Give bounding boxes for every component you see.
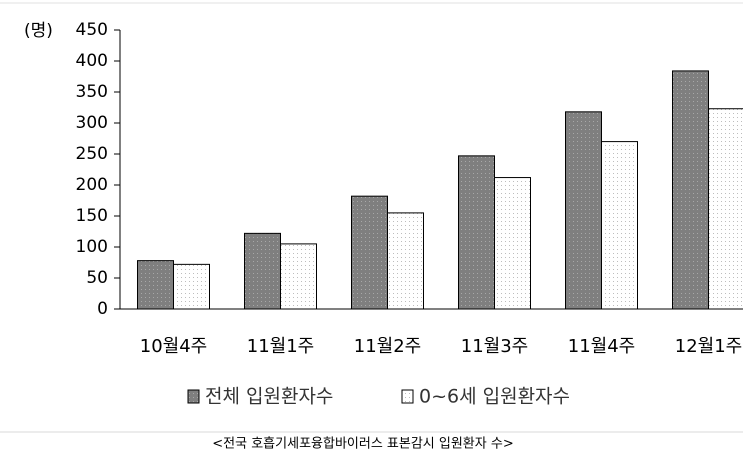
x-tick-label: 12월1주 (675, 336, 742, 357)
x-tick-label: 11월4주 (568, 336, 635, 357)
bar (173, 263, 210, 310)
y-unit: (명) (24, 21, 53, 41)
bar (672, 70, 709, 310)
bar (708, 108, 743, 310)
bar (280, 243, 317, 310)
x-tick-label: 11월1주 (247, 336, 314, 357)
y-tick-label: 450 (76, 20, 108, 40)
bar (565, 111, 602, 310)
bar (494, 177, 531, 310)
bar (601, 141, 638, 310)
legend-swatch (187, 389, 200, 404)
bar (458, 155, 495, 310)
y-tick-label: 400 (76, 51, 108, 71)
y-tick-label: 0 (97, 299, 108, 319)
legend-label: 전체 입원환자수 (205, 386, 333, 408)
x-tick-label: 11월3주 (461, 336, 528, 357)
y-tick-label: 50 (86, 268, 108, 288)
x-tick-label: 10월4주 (140, 336, 207, 357)
y-tick-label: 100 (76, 237, 108, 257)
bar (387, 212, 424, 310)
y-tick-label: 350 (76, 82, 108, 102)
x-tick-label: 11월2주 (354, 336, 421, 357)
legend-label: 0~6세 입원환자수 (419, 386, 570, 408)
y-tick-label: 200 (76, 175, 108, 195)
legend-swatch (401, 389, 414, 404)
y-tick-label: 250 (76, 144, 108, 164)
bar (351, 195, 388, 310)
caption: <전국 호흡기세포융합바이러스 표본감시 입원환자 수> (212, 437, 513, 452)
bar (137, 260, 174, 310)
bar (244, 232, 281, 310)
y-tick-label: 300 (76, 113, 108, 133)
y-tick-label: 150 (76, 206, 108, 226)
